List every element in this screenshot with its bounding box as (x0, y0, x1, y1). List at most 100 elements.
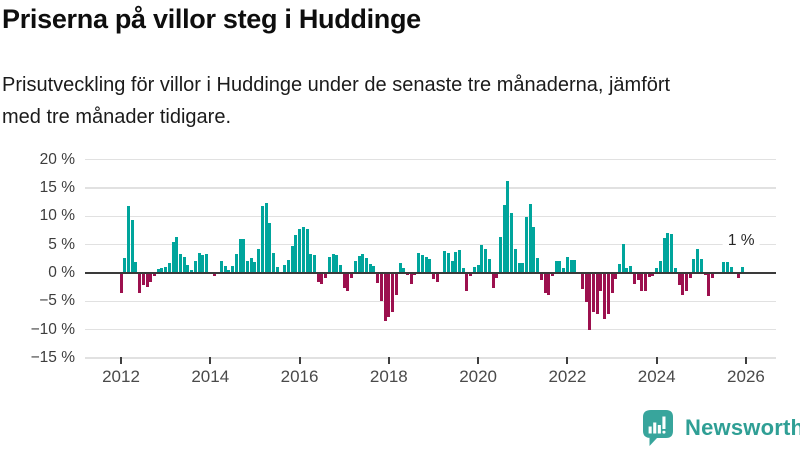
positive-bar (458, 250, 462, 273)
positive-bar (264, 202, 268, 273)
positive-bar (365, 257, 369, 273)
negative-bar (409, 273, 413, 285)
negative-bar (684, 273, 688, 292)
gridline-15 (85, 187, 776, 189)
gridline--5 (85, 300, 776, 303)
positive-bar (532, 227, 536, 273)
positive-bar (420, 255, 424, 273)
y-axis-label-5: 5 % (48, 235, 75, 253)
positive-bar (428, 259, 432, 273)
logo-exclamation-bar (662, 416, 666, 429)
positive-bar (725, 262, 729, 273)
negative-bar (584, 273, 588, 302)
positive-bar (156, 269, 160, 273)
negative-bar (391, 273, 395, 312)
negative-bar (737, 273, 741, 279)
y-axis-label-20: 20 % (39, 150, 75, 168)
x-axis-tick-2018 (387, 357, 390, 364)
x-axis-tick-2024 (655, 357, 658, 364)
x-axis-label-2022: 2022 (548, 367, 587, 386)
negative-bar (320, 273, 324, 284)
positive-bar (201, 255, 205, 273)
positive-bar (353, 260, 357, 273)
negative-bar (141, 273, 145, 286)
positive-bar (417, 253, 421, 273)
positive-bar (402, 267, 406, 273)
negative-bar (551, 273, 555, 276)
positive-bar (305, 228, 309, 273)
positive-bar (182, 257, 186, 273)
positive-bar (506, 181, 510, 273)
positive-bar (227, 270, 231, 273)
negative-bar (383, 273, 387, 321)
positive-bar (234, 253, 238, 273)
positive-bar (729, 266, 733, 273)
positive-bar (573, 259, 577, 273)
negative-bar (644, 273, 648, 291)
positive-bar (662, 237, 666, 273)
newsworthy-bubble-icon (643, 410, 673, 446)
negative-bar (212, 273, 216, 276)
positive-bar (454, 252, 458, 273)
positive-bar (655, 267, 659, 273)
negative-bar (539, 273, 543, 281)
positive-bar (629, 266, 633, 273)
positive-bar (722, 262, 726, 273)
positive-bar (134, 262, 138, 273)
negative-bar (614, 273, 618, 279)
positive-bar (368, 264, 372, 273)
positive-bar (164, 267, 168, 273)
positive-bar (167, 262, 171, 273)
logo-bar-1 (648, 426, 652, 434)
positive-bar (275, 267, 279, 273)
negative-bar (688, 273, 692, 278)
page-title: Priserna på villor steg i Huddinge (2, 4, 421, 34)
positive-bar (249, 258, 253, 273)
positive-bar (238, 238, 242, 273)
positive-bar (327, 256, 331, 273)
positive-bar (126, 205, 130, 273)
negative-bar (636, 273, 640, 281)
positive-bar (528, 204, 532, 273)
positive-bar (565, 256, 569, 273)
positive-bar (443, 250, 447, 273)
newsworthy-logo: Newsworthy (640, 408, 800, 448)
positive-bar (245, 260, 249, 273)
negative-bar (632, 273, 636, 284)
positive-bar (357, 255, 361, 273)
gridline--15 (85, 357, 776, 359)
positive-bar (398, 262, 402, 273)
positive-bar (484, 248, 488, 273)
y-axis-label-10: 10 % (39, 207, 75, 225)
positive-bar (160, 267, 164, 273)
negative-bar (379, 273, 383, 301)
negative-bar (342, 273, 346, 289)
x-axis-tick-2022 (566, 357, 569, 364)
negative-bar (394, 273, 398, 295)
positive-bar (450, 260, 454, 273)
logo-bar-2 (653, 422, 657, 434)
y-axis-label-15: 15 % (39, 178, 75, 196)
x-axis-label-2014: 2014 (191, 367, 230, 386)
positive-bar (554, 261, 558, 273)
x-axis-tick-2012 (120, 357, 122, 364)
x-axis-tick-2014 (209, 357, 212, 364)
negative-bar (495, 273, 499, 279)
negative-bar (681, 273, 685, 296)
positive-bar (190, 270, 194, 273)
page-subtitle: Prisutveckling för villor i Huddinge und… (2, 74, 671, 128)
negative-bar (710, 273, 714, 279)
positive-bar (197, 252, 201, 273)
positive-bar (290, 245, 294, 273)
positive-bar (517, 263, 521, 273)
gridline-20 (85, 158, 776, 161)
positive-bar (625, 268, 629, 273)
positive-bar (673, 267, 677, 273)
positive-bar (562, 268, 566, 273)
positive-bar (268, 223, 272, 273)
x-axis-label-2012: 2012 (102, 367, 140, 386)
y-axis-label--15: −15 % (30, 349, 75, 367)
positive-bar (740, 267, 744, 273)
